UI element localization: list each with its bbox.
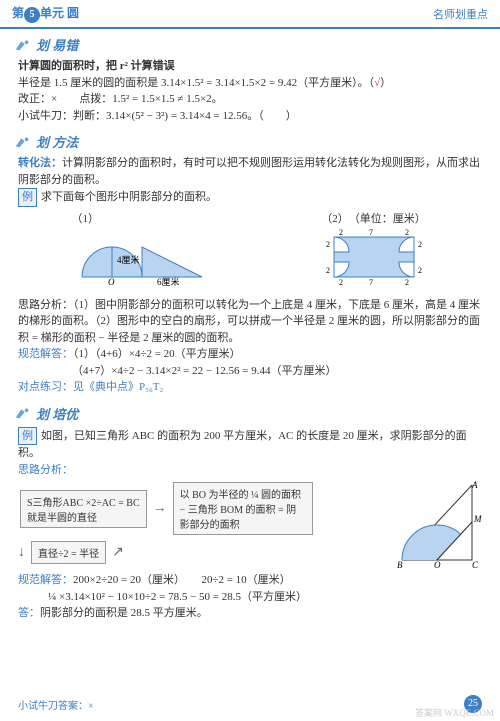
fig1-label: （1） (72, 211, 212, 228)
line-1-close: ） (380, 77, 391, 89)
sol1-text: （1）（4+6）×4÷2 = 20（平方厘米） (73, 348, 241, 360)
section-title: 划 易错 (36, 35, 78, 54)
brush-icon (14, 38, 32, 52)
flow-boxes: S三角形ABC ×2÷AC = BC 就是半圆的直径 → 以 BO 为半径的 ¼… (18, 480, 392, 566)
error-heading: 计算圆的面积时，把 r² 计算错误 (18, 58, 482, 75)
method-para: 转化法：计算阴影部分的面积时，有时可以把不规则图形运用转化法转化为规则图形，从而… (18, 155, 482, 188)
line-1: 半径是 1.5 厘米的圆的面积是 3.14×1.5² = 3.14×1.5×2 … (18, 75, 482, 92)
fig1-O: O (108, 277, 115, 287)
page-header: 第5单元 圆 名师划重点 (0, 0, 500, 29)
svg-text:2: 2 (339, 278, 343, 287)
sol3-text1: 200×2÷20 = 20（厘米） 20÷2 = 10（厘米） (73, 574, 291, 586)
reference: 对点练习：见《典中点》P₅₆T₂ (18, 379, 482, 396)
section-yicuo: 划 易错 (14, 35, 486, 54)
section-3-solution: 规范解答：200×2÷20 = 20（厘米） 20÷2 = 10（厘米） ¼ ×… (0, 570, 500, 624)
line-1-text: 半径是 1.5 厘米的圆的面积是 3.14×1.5² = 3.14×1.5×2 … (18, 77, 374, 89)
box-3: 以 BO 为半径的 ¼ 圆的面积 − 三角形 BOM 的面积 = 阴影部分的面积 (173, 482, 313, 535)
sol-label: 规范解答： (18, 574, 73, 586)
arrow-down-icon: ↓ (18, 545, 25, 561)
fig2-unit: （单位：厘米） (354, 213, 426, 225)
svg-text:2: 2 (418, 266, 422, 275)
section-1-body: 计算圆的面积时，把 r² 计算错误 半径是 1.5 厘米的圆的面积是 3.14×… (0, 56, 500, 126)
method-label: 转化法： (18, 157, 62, 169)
fig2-toprow: （2） （单位：厘米） (319, 211, 429, 228)
solution-2: （4+7）×4÷2 − 3.14×2² = 22 − 12.56 = 9.44（… (18, 363, 482, 380)
sol3-line1: 规范解答：200×2÷20 = 20（厘米） 20÷2 = 10（厘米） (18, 572, 482, 589)
figure-1: （1） 4厘米 6厘米 O (72, 211, 212, 293)
figures-row: （1） 4厘米 6厘米 O （2） （单位：厘米） 272 22 22 272 (18, 211, 482, 293)
svg-text:A: A (471, 480, 478, 490)
example-tag: 例 (18, 427, 37, 446)
section-fangfa: 划 方法 (14, 132, 486, 151)
svg-text:7: 7 (369, 228, 373, 237)
fig1-6cm: 6厘米 (157, 276, 180, 287)
footer-answer: 小试牛刀答案：× (18, 697, 94, 712)
example-tag: 例 (18, 188, 37, 207)
line-3: 小试牛刀：判断：3.14×(5² − 3²) = 3.14×4 = 12.56。… (18, 108, 482, 125)
sol3-text2: ¼ ×3.14×10² − 10×10÷2 = 78.5 − 50 = 28.5… (18, 589, 482, 606)
section-2-body: 转化法：计算阴影部分的面积时，有时可以把不规则图形运用转化法转化为规则图形，从而… (0, 153, 500, 398)
fig2-label: （2） (321, 213, 343, 225)
example-line: 例求下面每个图形中阴影部分的面积。 (18, 188, 482, 207)
line-2: 改正：× 点拨：1.5² = 1.5×1.5 ≠ 1.5×2。 (18, 91, 482, 108)
box1-line2: 就是半圆的直径 (27, 509, 140, 524)
flow-and-fig: S三角形ABC ×2÷AC = BC 就是半圆的直径 → 以 BO 为半径的 ¼… (0, 480, 500, 570)
svg-text:2: 2 (326, 266, 330, 275)
svg-text:B: B (397, 560, 403, 570)
svg-text:2: 2 (405, 228, 409, 237)
figure-2: （2） （单位：厘米） 272 22 22 272 (319, 211, 429, 293)
svg-text:C: C (472, 560, 479, 570)
watermark: 答案网 WXQE.COM (415, 706, 494, 719)
svg-text:O: O (434, 560, 441, 570)
brush-icon (14, 406, 32, 420)
unit-number: 5 (24, 7, 40, 23)
box-1: S三角形ABC ×2÷AC = BC 就是半圆的直径 (20, 490, 147, 528)
question-text: 如图，已知三角形 ABC 的面积为 200 平方厘米，AC 的长度是 20 厘米… (18, 430, 467, 460)
unit-suffix: 单元 圆 (40, 6, 79, 20)
section-peiyou: 划 培优 (14, 404, 486, 423)
unit-title: 第5单元 圆 (12, 4, 79, 23)
section-3-body: 例如图，已知三角形 ABC 的面积为 200 平方厘米，AC 的长度是 20 厘… (0, 425, 500, 481)
svg-text:M: M (473, 514, 482, 524)
ans-text: 阴影部分的面积是 28.5 平方厘米。 (40, 607, 208, 619)
sol-label: 规范解答： (18, 348, 73, 360)
example-text: 求下面每个图形中阴影部分的面积。 (41, 191, 217, 203)
arrow-icon: → (153, 501, 167, 517)
section-title: 划 培优 (36, 404, 78, 423)
header-right: 名师划重点 (433, 6, 488, 22)
arrow-up-icon: ↗ (112, 544, 124, 561)
fig1-svg: 4厘米 6厘米 O (72, 227, 212, 287)
analysis-label: 思路分析： (18, 462, 482, 479)
svg-text:2: 2 (418, 240, 422, 249)
fig1-4cm: 4厘米 (117, 254, 140, 265)
svg-text:2: 2 (326, 240, 330, 249)
analysis: 思路分析：（1）图中阴影部分的面积可以转化为一个上底是 4 厘米，下底是 6 厘… (18, 297, 482, 347)
svg-text:7: 7 (369, 278, 373, 287)
svg-text:2: 2 (339, 228, 343, 237)
triangle-fig: A M B O C (392, 480, 482, 570)
brush-icon (14, 135, 32, 149)
section-title: 划 方法 (36, 132, 78, 151)
fig2-svg: 272 22 22 272 (319, 227, 429, 287)
answer-line: 答：阴影部分的面积是 28.5 平方厘米。 (18, 605, 482, 622)
page-footer: 小试牛刀答案：× 25 (18, 695, 482, 713)
method-text: 计算阴影部分的面积时，有时可以把不规则图形运用转化法转化为规则图形，从而求出阴影… (18, 157, 480, 186)
svg-text:2: 2 (405, 278, 409, 287)
unit-prefix: 第 (12, 6, 24, 20)
example-3: 例如图，已知三角形 ABC 的面积为 200 平方厘米，AC 的长度是 20 厘… (18, 427, 482, 462)
box1-line1: S三角形ABC ×2÷AC = BC (27, 494, 140, 509)
box-2: 直径÷2 = 半径 (31, 541, 106, 564)
ans-label: 答： (18, 607, 40, 619)
solution-1: 规范解答：（1）（4+6）×4÷2 = 20（平方厘米） (18, 346, 482, 363)
